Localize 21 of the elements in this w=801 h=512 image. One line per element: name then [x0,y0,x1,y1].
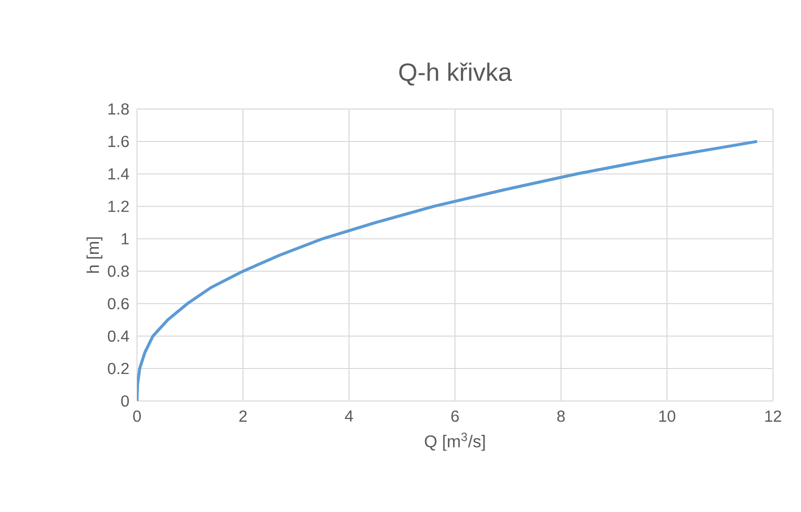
chart-title: Q-h křivka [399,62,512,86]
y-tick-label: 1.8 [108,103,129,115]
y-tick-label: 0 [121,395,129,407]
y-tick-label: 0.2 [108,362,129,374]
y-axis-title: h [m] [86,237,102,273]
x-tick-label: 12 [765,410,782,422]
x-tick-label: 0 [133,410,141,422]
x-tick-label: 8 [557,410,565,422]
y-tick-label: 1.2 [108,200,129,212]
line-series [137,140,759,401]
x-tick-label: 10 [659,410,676,422]
y-tick-label: 1.4 [108,168,130,180]
x-axis-title: Q [m$^{3}$/s] [424,432,485,451]
x-tick-label: 4 [344,410,353,422]
y-tick-label: 1.6 [108,136,129,148]
y-tick-label: 1 [122,233,129,244]
y-tick-label: 0.4 [108,330,130,342]
y-tick-label: 0.8 [108,266,129,277]
x-tick-label: 6 [451,410,459,422]
x-tick-label: 2 [239,410,247,422]
y-tick-label: 0.6 [108,298,129,310]
